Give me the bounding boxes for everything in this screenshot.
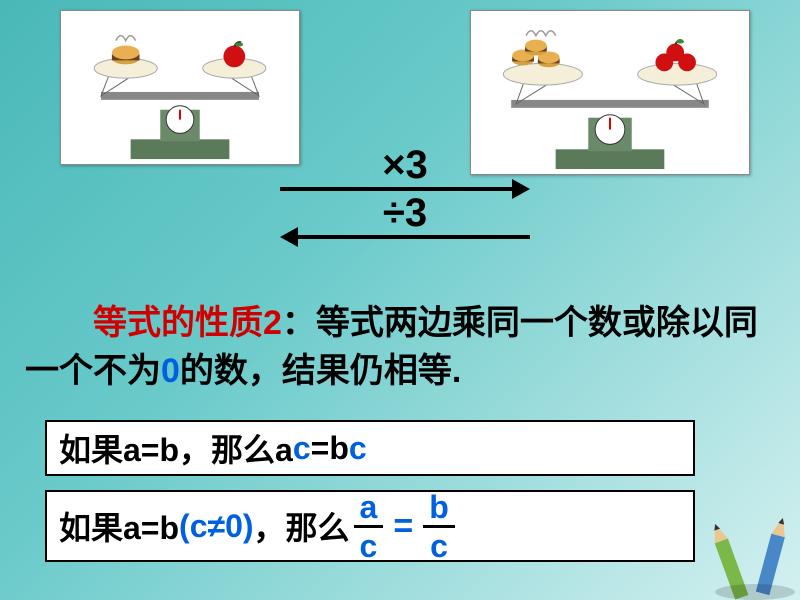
- formula1-premise: 如果a=b，那么a: [59, 425, 293, 471]
- body-part2: 的数，结果仍相等: [180, 352, 452, 390]
- multiply-label: ×3: [280, 145, 530, 185]
- pencil-decoration-icon: [660, 490, 800, 600]
- formula2-condition: (c≠0): [179, 508, 253, 545]
- formula-box-divide: 如果a=b(c≠0)，那么 a c = b c: [45, 490, 695, 562]
- fraction-a-over-c: a c: [354, 491, 384, 562]
- zero-highlight: 0: [161, 352, 180, 390]
- arrow-right-icon: [280, 185, 530, 191]
- property-title: 等式的性质2: [93, 304, 282, 342]
- arrow-left-icon: [280, 233, 530, 239]
- formula1-mid: =b: [311, 430, 349, 467]
- balance-scale-single: [60, 10, 300, 165]
- operation-arrows: ×3 ÷3: [280, 145, 530, 239]
- scale-svg-left: [61, 11, 299, 164]
- colon: ：: [282, 304, 316, 342]
- period: .: [452, 352, 461, 390]
- formula-box-multiply: 如果a=b，那么ac=bc: [45, 420, 695, 476]
- formula2-premise2: ，那么: [254, 503, 350, 549]
- fraction-b-over-c: b c: [423, 491, 455, 562]
- formula1-c2: c: [349, 430, 367, 467]
- property-statement: 等式的性质2：等式两边乘同一个数或除以同一个不为0的数，结果仍相等.: [25, 300, 775, 395]
- formula1-c1: c: [293, 430, 311, 467]
- formula2-premise1: 如果a=b: [59, 503, 179, 549]
- divide-label: ÷3: [280, 193, 530, 233]
- equals-sign: =: [393, 507, 413, 546]
